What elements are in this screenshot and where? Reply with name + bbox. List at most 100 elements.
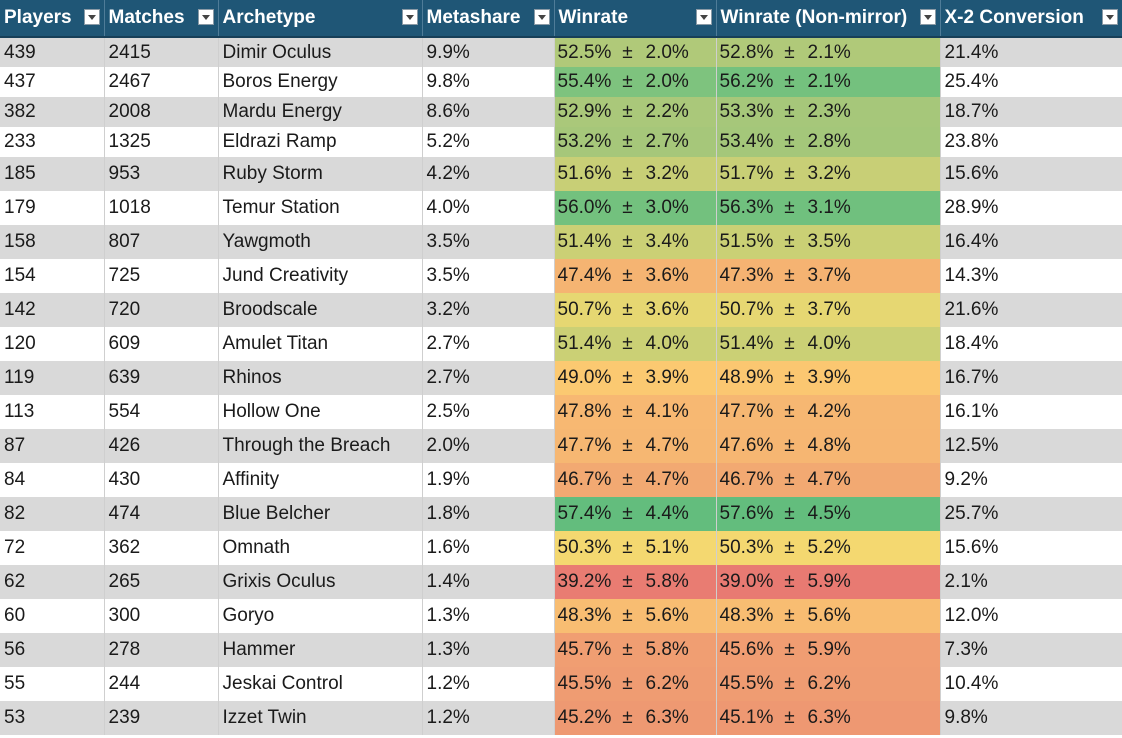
cell-winrate[interactable]: 50.3% ±5.1% [554, 531, 717, 565]
cell-matches[interactable]: 609 [104, 327, 219, 361]
cell-players[interactable]: 120 [0, 327, 105, 361]
cell-matches[interactable]: 720 [104, 293, 219, 327]
cell-matches[interactable]: 244 [104, 667, 219, 701]
cell-metashare[interactable]: 3.5% [422, 259, 555, 293]
cell-archetype[interactable]: Rhinos [218, 361, 423, 395]
cell-winrate[interactable]: 45.5% ±6.2% [554, 667, 717, 701]
cell-metashare[interactable]: 2.5% [422, 395, 555, 429]
cell-winrate-non-mirror[interactable]: 39.0% ±5.9% [716, 565, 941, 599]
cell-x2-conversion[interactable]: 7.3% [940, 633, 1122, 667]
cell-x2-conversion[interactable]: 25.7% [940, 497, 1122, 531]
cell-players[interactable]: 439 [0, 37, 105, 67]
cell-archetype[interactable]: Grixis Oculus [218, 565, 423, 599]
cell-matches[interactable]: 639 [104, 361, 219, 395]
cell-winrate[interactable]: 51.4% ±3.4% [554, 225, 717, 259]
cell-x2-conversion[interactable]: 9.8% [940, 701, 1122, 735]
cell-archetype[interactable]: Goryo [218, 599, 423, 633]
cell-winrate[interactable]: 51.6% ±3.2% [554, 157, 717, 191]
cell-winrate[interactable]: 52.9% ±2.2% [554, 97, 717, 127]
cell-players[interactable]: 119 [0, 361, 105, 395]
cell-winrate-non-mirror[interactable]: 45.1% ±6.3% [716, 701, 941, 735]
cell-winrate-non-mirror[interactable]: 57.6% ±4.5% [716, 497, 941, 531]
cell-metashare[interactable]: 1.2% [422, 667, 555, 701]
cell-metashare[interactable]: 4.0% [422, 191, 555, 225]
cell-players[interactable]: 437 [0, 67, 105, 97]
cell-winrate-non-mirror[interactable]: 48.3% ±5.6% [716, 599, 941, 633]
cell-winrate[interactable]: 45.7% ±5.8% [554, 633, 717, 667]
cell-x2-conversion[interactable]: 18.7% [940, 97, 1122, 127]
cell-x2-conversion[interactable]: 23.8% [940, 127, 1122, 157]
cell-winrate-non-mirror[interactable]: 51.7% ±3.2% [716, 157, 941, 191]
header-players[interactable]: Players [0, 0, 105, 38]
cell-metashare[interactable]: 1.3% [422, 633, 555, 667]
cell-metashare[interactable]: 1.2% [422, 701, 555, 735]
cell-winrate[interactable]: 52.5% ±2.0% [554, 37, 717, 67]
cell-archetype[interactable]: Ruby Storm [218, 157, 423, 191]
cell-players[interactable]: 56 [0, 633, 105, 667]
cell-archetype[interactable]: Hammer [218, 633, 423, 667]
header-winrate-non-mirror[interactable]: Winrate (Non-mirror) [716, 0, 941, 38]
cell-winrate[interactable]: 47.8% ±4.1% [554, 395, 717, 429]
cell-players[interactable]: 233 [0, 127, 105, 157]
cell-archetype[interactable]: Boros Energy [218, 67, 423, 97]
cell-x2-conversion[interactable]: 25.4% [940, 67, 1122, 97]
cell-matches[interactable]: 239 [104, 701, 219, 735]
filter-dropdown-icon[interactable] [919, 9, 936, 25]
cell-winrate[interactable]: 39.2% ±5.8% [554, 565, 717, 599]
filter-dropdown-icon[interactable] [533, 9, 550, 25]
cell-matches[interactable]: 278 [104, 633, 219, 667]
cell-winrate-non-mirror[interactable]: 47.6% ±4.8% [716, 429, 941, 463]
cell-winrate[interactable]: 51.4% ±4.0% [554, 327, 717, 361]
cell-x2-conversion[interactable]: 16.7% [940, 361, 1122, 395]
cell-winrate-non-mirror[interactable]: 53.4% ±2.8% [716, 127, 941, 157]
header-matches[interactable]: Matches [104, 0, 219, 38]
cell-matches[interactable]: 426 [104, 429, 219, 463]
cell-winrate[interactable]: 53.2% ±2.7% [554, 127, 717, 157]
cell-x2-conversion[interactable]: 21.6% [940, 293, 1122, 327]
cell-archetype[interactable]: Mardu Energy [218, 97, 423, 127]
cell-matches[interactable]: 2415 [104, 37, 219, 67]
cell-archetype[interactable]: Broodscale [218, 293, 423, 327]
cell-matches[interactable]: 554 [104, 395, 219, 429]
cell-x2-conversion[interactable]: 15.6% [940, 531, 1122, 565]
filter-dropdown-icon[interactable] [695, 9, 712, 25]
cell-metashare[interactable]: 2.7% [422, 327, 555, 361]
cell-x2-conversion[interactable]: 9.2% [940, 463, 1122, 497]
cell-winrate-non-mirror[interactable]: 45.5% ±6.2% [716, 667, 941, 701]
cell-players[interactable]: 87 [0, 429, 105, 463]
cell-winrate[interactable]: 46.7% ±4.7% [554, 463, 717, 497]
cell-metashare[interactable]: 1.3% [422, 599, 555, 633]
cell-matches[interactable]: 2008 [104, 97, 219, 127]
cell-archetype[interactable]: Blue Belcher [218, 497, 423, 531]
cell-matches[interactable]: 725 [104, 259, 219, 293]
cell-archetype[interactable]: Dimir Oculus [218, 37, 423, 67]
cell-players[interactable]: 113 [0, 395, 105, 429]
cell-winrate[interactable]: 56.0% ±3.0% [554, 191, 717, 225]
cell-x2-conversion[interactable]: 12.0% [940, 599, 1122, 633]
cell-winrate-non-mirror[interactable]: 53.3% ±2.3% [716, 97, 941, 127]
cell-x2-conversion[interactable]: 10.4% [940, 667, 1122, 701]
cell-winrate-non-mirror[interactable]: 48.9% ±3.9% [716, 361, 941, 395]
cell-matches[interactable]: 300 [104, 599, 219, 633]
cell-metashare[interactable]: 3.5% [422, 225, 555, 259]
cell-winrate-non-mirror[interactable]: 46.7% ±4.7% [716, 463, 941, 497]
cell-x2-conversion[interactable]: 18.4% [940, 327, 1122, 361]
cell-players[interactable]: 185 [0, 157, 105, 191]
cell-metashare[interactable]: 2.7% [422, 361, 555, 395]
cell-matches[interactable]: 1018 [104, 191, 219, 225]
cell-metashare[interactable]: 5.2% [422, 127, 555, 157]
cell-metashare[interactable]: 2.0% [422, 429, 555, 463]
cell-players[interactable]: 62 [0, 565, 105, 599]
cell-winrate[interactable]: 57.4% ±4.4% [554, 497, 717, 531]
cell-matches[interactable]: 953 [104, 157, 219, 191]
cell-matches[interactable]: 807 [104, 225, 219, 259]
cell-archetype[interactable]: Hollow One [218, 395, 423, 429]
cell-players[interactable]: 72 [0, 531, 105, 565]
cell-metashare[interactable]: 9.8% [422, 67, 555, 97]
cell-winrate-non-mirror[interactable]: 52.8% ±2.1% [716, 37, 941, 67]
cell-winrate[interactable]: 45.2% ±6.3% [554, 701, 717, 735]
cell-x2-conversion[interactable]: 12.5% [940, 429, 1122, 463]
cell-winrate-non-mirror[interactable]: 47.3% ±3.7% [716, 259, 941, 293]
cell-metashare[interactable]: 9.9% [422, 37, 555, 67]
filter-dropdown-icon[interactable] [1101, 9, 1118, 25]
